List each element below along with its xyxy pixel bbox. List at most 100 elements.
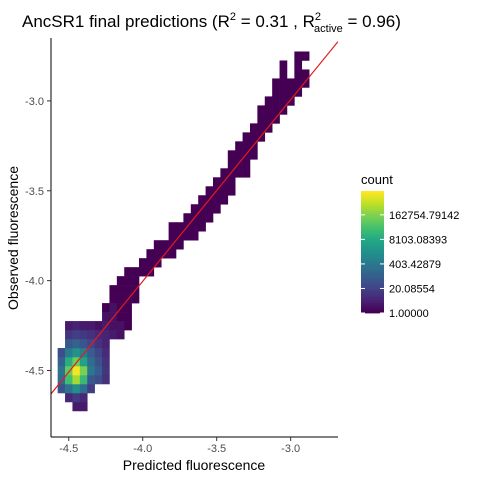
x-axis-title: Predicted fluorescence [123,457,266,473]
heatmap-bin [116,330,125,340]
colorbar-segment [361,235,384,238]
heatmap-bin [205,186,214,196]
heatmap-bin [183,213,192,223]
y-tick-label: -4.5 [25,366,44,378]
heatmap-bin [72,392,81,403]
heatmap-bin [79,374,88,385]
heatmap-bin [109,330,118,340]
heatmap-bin [65,348,73,358]
heatmap-bin [72,348,81,358]
heatmap-bin [286,87,295,97]
heatmap-bin [57,357,66,367]
heatmap-bin [102,330,110,340]
heatmap-bin [190,204,199,214]
title-suffix: = 0.96) [343,12,401,31]
heatmap-bin [57,366,66,376]
colorbar-segment [361,225,384,228]
colorbar-segment [361,217,384,220]
colorbar-segment [361,265,384,268]
heatmap-bin [102,339,110,349]
x-tick-label: -4.5 [59,443,78,455]
heatmap-bin [65,339,73,349]
heatmap-bin [190,222,199,232]
heatmap-bin [294,69,303,79]
y-axis-title: Observed fluorescence [5,166,21,310]
heatmap-bin [102,348,110,358]
heatmap-bin [72,401,81,412]
colorbar-segment [361,257,384,260]
heatmap-bin [131,276,140,286]
heatmap-bin [124,267,132,277]
colorbar-segment [361,249,384,252]
heatmap-bin [257,105,266,115]
legend-label: 1.00000 [389,308,429,320]
x-tick-label: -3.0 [281,443,300,455]
heatmap-bin [264,105,273,115]
heatmap-bin [257,114,266,124]
heatmap-bin [279,105,288,115]
colorbar-segment [361,283,384,286]
colorbar-segment [361,203,384,206]
heatmap-bin [294,60,303,70]
heatmap-bin [65,392,73,403]
heatmap-bin [198,213,206,223]
colorbar-segment [361,285,384,288]
heatmap-bin [227,177,236,187]
heatmap-bin [249,141,258,151]
heatmap-bin [294,87,303,97]
heatmap-bin [94,366,103,376]
heatmap-bin [116,312,125,322]
heatmap-bin [294,51,303,61]
title-sup-1: 2 [230,11,236,23]
heatmap-bin [57,383,66,394]
heatmap-bin [87,366,95,376]
heatmap-bin [242,168,251,178]
heatmap-bin [102,374,110,385]
heatmap-bin [279,60,288,70]
heatmap-bin [109,294,118,304]
heatmap-bin [124,276,132,286]
colorbar-segment [361,219,384,222]
colorbar-segment [361,297,384,300]
heatmap-bin [153,240,162,250]
heatmap-bin [235,141,243,151]
heatmap-bin [102,312,110,322]
heatmap-bin [279,69,288,79]
heatmap-bin [272,105,280,115]
colorbar-segment [361,259,384,262]
heatmap-bin [79,321,88,331]
colorbar-segment [361,311,384,314]
colorbar-segment [361,279,384,282]
heatmap-bin [65,357,73,367]
heatmap-bin [79,366,88,376]
heatmap-bin [116,285,125,295]
heatmap-bin [272,78,280,88]
colorbar-segment [361,229,384,232]
colorbar-segment [361,301,384,304]
heatmap-bin [87,339,95,349]
heatmap-bin [153,249,162,259]
heatmap-bin [161,240,169,250]
heatmap-bin [301,51,310,61]
heatmap-bin [94,339,103,349]
colorbar-segment [361,253,384,256]
y-tick-label: -3.5 [25,186,44,198]
legend-labels: 162754.79142 8103.08393 403.42879 20.08554 1… [361,210,459,320]
heatmap-bin [286,96,295,106]
colorbar-segment [361,193,384,196]
heatmap-bin [264,114,273,124]
colorbar-segment [361,293,384,296]
heatmap-bin [279,87,288,97]
heatmap-bin [146,249,155,259]
colorbar-segment [361,241,384,244]
heatmap-bin [116,276,125,286]
heatmap-bin [79,357,88,367]
heatmap-bin [102,303,110,313]
colorbar-segment [361,269,384,272]
heatmap-bin [286,78,295,88]
heatmap-bin [139,258,147,268]
heatmap-bin [272,114,280,124]
heatmap-bin [94,357,103,367]
colorbar-segment [361,213,384,216]
heatmap-bin [87,383,95,394]
